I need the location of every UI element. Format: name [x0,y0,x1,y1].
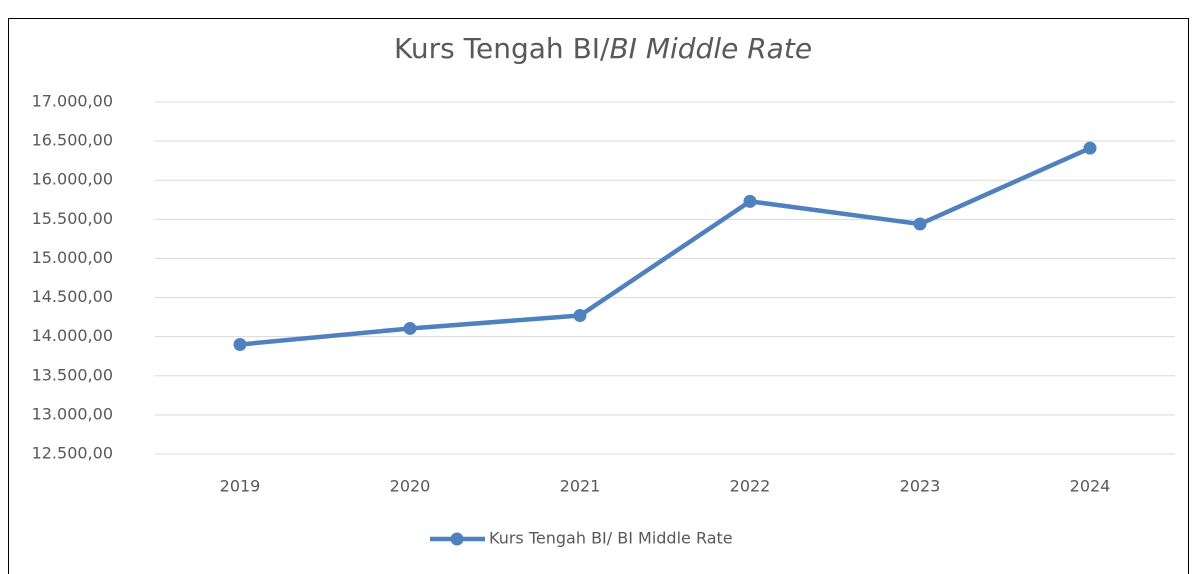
chart-title: Kurs Tengah BI/BI Middle Rate [394,32,812,65]
x-tick-label: 2023 [900,477,941,496]
x-tick-label: 2022 [730,477,771,496]
data-point [573,309,587,323]
data-point [1083,141,1097,155]
legend-marker [450,532,464,546]
y-tick-label: 16.000,00 [32,170,113,189]
chart-border [8,18,1189,574]
y-tick-label: 15.000,00 [32,248,113,267]
y-tick-label: 16.500,00 [32,131,113,150]
y-tick-label: 12.500,00 [32,444,113,463]
y-tick-label: 17.000,00 [32,92,113,111]
data-point [403,321,417,335]
x-tick-label: 2019 [220,477,261,496]
legend-label: Kurs Tengah BI/ BI Middle Rate [489,529,733,548]
y-tick-label: 13.500,00 [32,365,113,384]
title-main: Kurs Tengah BI/ [394,32,610,65]
data-point [913,217,927,231]
data-point [743,194,757,208]
data-point [233,337,247,351]
y-tick-label: 14.500,00 [32,287,113,306]
y-tick-label: 15.500,00 [32,209,113,228]
y-tick-label: 13.000,00 [32,404,113,423]
x-tick-label: 2020 [390,477,431,496]
series-line [239,146,1091,347]
title-italic: BI Middle Rate [609,32,812,65]
x-tick-label: 2024 [1070,477,1111,496]
y-tick-label: 14.000,00 [32,326,113,345]
x-tick-label: 2021 [560,477,601,496]
